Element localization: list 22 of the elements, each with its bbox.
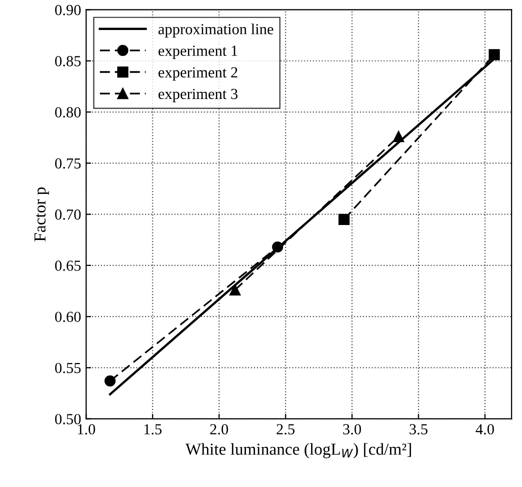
- y-tick-label: 0.75: [55, 158, 81, 169]
- y-tick-label: 0.90: [55, 4, 81, 16]
- x-tick-label: 3.5: [410, 424, 428, 434]
- x-tick-label: 1.0: [78, 424, 96, 434]
- x-tick-label: 2.0: [210, 424, 228, 434]
- y-axis-title: Factor p: [34, 187, 49, 242]
- y-tick-label: 0.55: [55, 362, 81, 374]
- y-tick-label: 0.80: [55, 107, 81, 118]
- legend-label: experiment 1: [158, 46, 238, 60]
- y-tick-label: 0.65: [55, 260, 81, 271]
- legend-label: approximation line: [158, 24, 274, 38]
- x-tick-label: 1.5: [144, 424, 162, 434]
- x-tick-label: 4.0: [476, 424, 494, 434]
- x-axis-title: White luminance (logL$_{W}$) [cd/m²]: [185, 443, 411, 458]
- y-tick-label: 0.85: [55, 56, 81, 66]
- x-tick-label: 3.0: [343, 424, 361, 434]
- legend-label: experiment 2: [158, 67, 238, 81]
- y-tick-label: 0.70: [55, 209, 81, 220]
- x-tick-label: 2.5: [276, 424, 294, 434]
- legend-label: experiment 3: [158, 88, 238, 102]
- y-tick-label: 0.60: [55, 312, 81, 322]
- y-tick-label: 0.50: [55, 414, 81, 424]
